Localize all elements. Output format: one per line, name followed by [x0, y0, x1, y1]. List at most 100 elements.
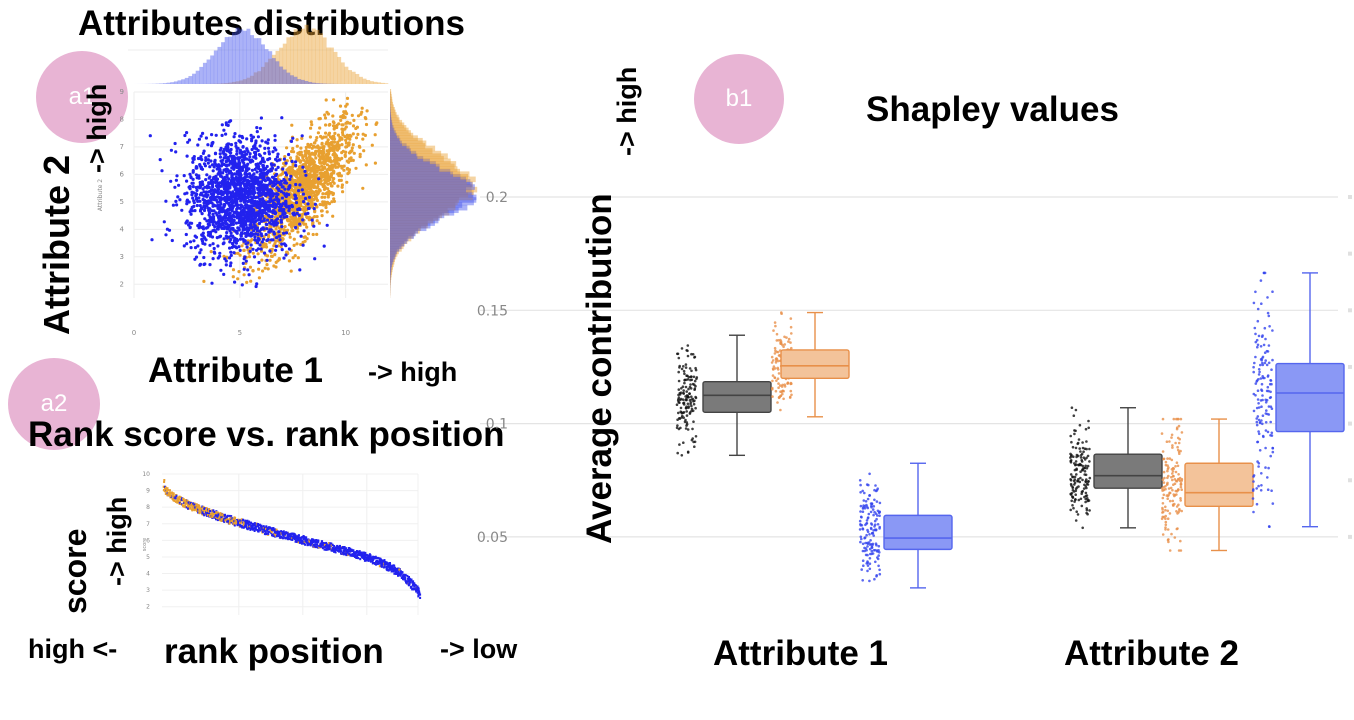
scatter-point — [275, 528, 278, 531]
scatter-point — [265, 207, 269, 211]
scatter-point — [205, 507, 208, 510]
scatter-point — [277, 234, 281, 238]
scatter-point — [417, 588, 420, 591]
histogram-bar — [390, 225, 422, 232]
scatter-point — [205, 195, 209, 199]
scatter-point — [328, 146, 332, 150]
scatter-point — [181, 503, 184, 506]
scatter-point — [397, 570, 400, 573]
jitter-point — [687, 405, 690, 408]
scatter-point — [295, 144, 299, 148]
scatter-point — [247, 187, 252, 191]
scatter-point — [320, 142, 324, 146]
scatter-point — [250, 527, 253, 530]
scatter-point — [385, 566, 388, 569]
scatter-point — [388, 566, 391, 569]
scatter-point — [268, 197, 272, 201]
scatter-point — [341, 149, 345, 153]
scatter-point — [248, 218, 252, 222]
scatter-point — [219, 192, 223, 196]
scatter-point — [250, 168, 254, 172]
histogram-bar — [390, 246, 400, 252]
histogram-bar — [390, 261, 394, 268]
right-axis-mark — [1348, 421, 1352, 426]
scatter-point — [330, 200, 334, 204]
scatter-point — [350, 113, 354, 117]
panel-a2-x-right: -> low — [440, 634, 518, 664]
scatter-point — [222, 237, 226, 241]
scatter-point — [246, 195, 250, 200]
jitter-point — [1081, 441, 1084, 444]
y-tick-label: 0.2 — [486, 190, 508, 206]
scatter-point — [188, 172, 192, 176]
jitter-point — [688, 385, 692, 389]
histogram-bar — [390, 125, 407, 131]
histogram-bar — [390, 127, 395, 134]
scatter-point — [222, 128, 226, 132]
histogram-bar — [206, 59, 211, 84]
scatter-point — [255, 282, 259, 286]
scatter-point — [236, 197, 240, 201]
histogram-bar — [390, 276, 391, 283]
scatter-point — [254, 139, 258, 143]
scatter-point — [245, 524, 248, 527]
jitter-point — [1079, 450, 1082, 453]
scatter-point — [203, 164, 207, 168]
scatter-point — [304, 543, 307, 546]
histogram-bar — [390, 217, 439, 224]
histogram-bar — [279, 47, 284, 84]
jitter-point — [680, 454, 684, 457]
scatter-point — [270, 222, 274, 226]
y-tick-label: 8 — [146, 504, 150, 511]
scatter-point — [362, 149, 366, 153]
scatter-point — [198, 209, 203, 213]
scatter-point — [249, 195, 253, 199]
scatter-point — [265, 263, 269, 267]
scatter-point — [329, 160, 333, 164]
jitter-point — [1085, 440, 1088, 443]
scatter-point — [237, 228, 241, 232]
scatter-point — [320, 214, 324, 218]
scatter-point — [185, 179, 189, 183]
scatter-point — [202, 279, 206, 283]
scatter-point — [279, 215, 283, 219]
scatter-point — [256, 166, 261, 171]
scatter-point — [285, 146, 289, 150]
scatter-point — [215, 167, 219, 171]
histogram-bar — [390, 168, 461, 175]
scatter-point — [242, 267, 246, 271]
scatter-point — [227, 198, 231, 202]
scatter-point — [254, 162, 258, 167]
jitter-point — [686, 344, 690, 347]
scatter-point — [194, 192, 198, 196]
scatter-point — [232, 135, 236, 139]
panel-a2-ylabel-direction: -> high — [102, 496, 132, 586]
scatter-point — [266, 158, 270, 162]
scatter-point — [380, 559, 383, 562]
scatter-point — [212, 228, 216, 232]
scatter-point — [284, 253, 288, 257]
scatter-point — [172, 492, 175, 495]
scatter-point — [271, 175, 275, 179]
jitter-point — [688, 411, 692, 414]
histogram-bar — [390, 94, 392, 100]
scatter-point — [148, 134, 152, 138]
scatter-point — [230, 206, 234, 210]
scatter-point — [239, 519, 242, 522]
scatter-point — [207, 511, 210, 514]
scatter-point — [323, 113, 327, 117]
histogram-bar — [390, 220, 435, 226]
scatter-point — [306, 202, 310, 206]
scatter-point — [417, 586, 420, 589]
scatter-point — [302, 200, 306, 204]
scatter-point — [268, 203, 272, 207]
scatter-point — [324, 98, 328, 102]
scatter-point — [325, 170, 329, 174]
scatter-point — [201, 182, 205, 187]
histogram-bar — [326, 47, 331, 84]
scatter-point — [346, 549, 349, 552]
scatter-point — [206, 233, 210, 237]
scatter-point — [242, 523, 245, 526]
histogram-bar — [390, 274, 392, 280]
scatter-point — [402, 578, 404, 581]
